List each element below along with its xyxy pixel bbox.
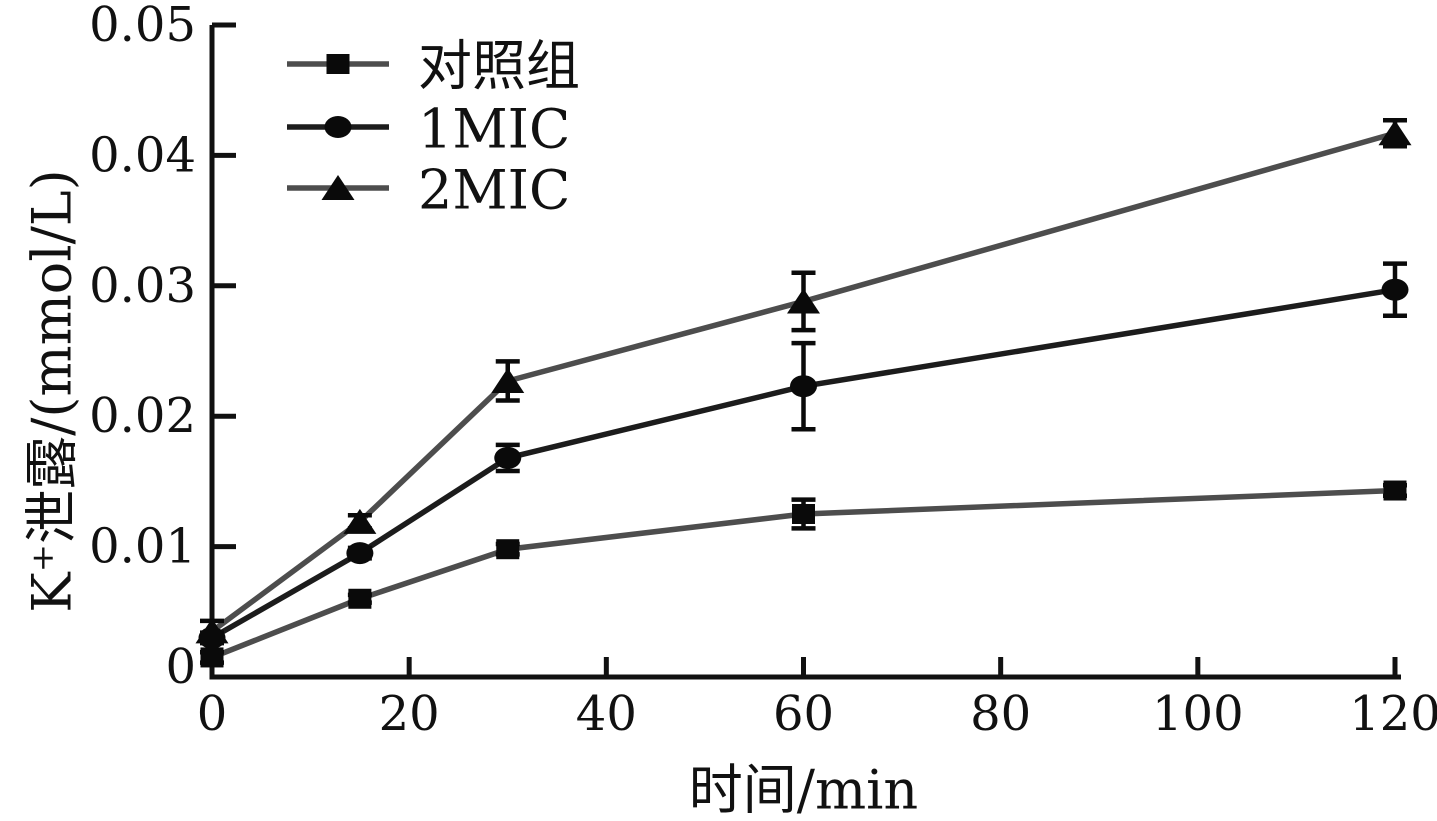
y-tick-label: 0 <box>165 639 196 695</box>
x-tick-label: 20 <box>379 686 440 742</box>
data-point-mic1 <box>790 375 817 398</box>
data-point-mic1 <box>346 542 374 565</box>
y-tick-label: 0.03 <box>89 258 196 314</box>
x-tick-label: 0 <box>197 686 228 742</box>
legend-label-mic2: 2MIC <box>418 159 570 222</box>
data-point-control <box>496 539 520 560</box>
data-point-mic2 <box>1378 120 1412 146</box>
legend-marker-mic1 <box>324 116 352 138</box>
data-point-mic1 <box>1381 278 1409 301</box>
y-tick-label: 0.02 <box>89 388 196 444</box>
x-tick-label: 60 <box>773 686 834 742</box>
x-tick-label: 80 <box>970 686 1031 742</box>
legend-label-mic1: 1MIC <box>418 98 570 161</box>
y-tick-label: 0.04 <box>89 127 196 183</box>
legend-marker-mic2 <box>321 175 355 200</box>
x-tick-label: 120 <box>1349 686 1437 742</box>
data-point-control <box>1383 480 1407 501</box>
legend-marker-control <box>326 54 350 74</box>
data-point-control <box>200 647 224 668</box>
y-tick-label: 0.01 <box>89 519 196 575</box>
x-axis-title: 时间/min <box>689 759 918 821</box>
data-point-mic2 <box>343 508 377 534</box>
x-tick-label: 40 <box>576 686 637 742</box>
data-point-mic2 <box>491 367 525 393</box>
data-point-mic2 <box>787 288 820 314</box>
data-point-control <box>792 504 815 524</box>
data-point-mic1 <box>494 446 522 469</box>
y-axis-title: K⁺泄露/(mmol/L) <box>21 169 84 612</box>
data-point-control <box>348 588 372 609</box>
data-point-mic2 <box>195 618 229 644</box>
legend-label-control: 对照组 <box>418 35 580 98</box>
x-tick-label: 100 <box>1152 686 1244 742</box>
y-tick-label: 0.05 <box>89 0 196 53</box>
